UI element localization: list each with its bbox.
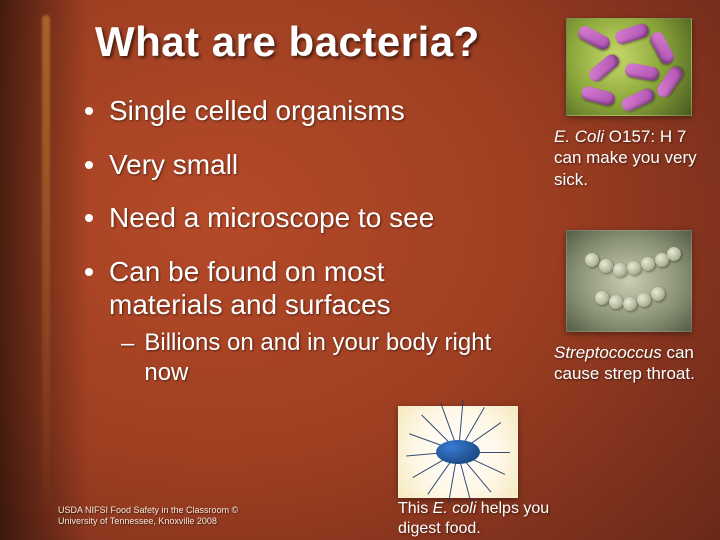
bullet-item: Very small	[85, 148, 495, 182]
dash-icon: –	[121, 330, 134, 358]
caption-ecoli-single: This E. coli helps you digest food.	[398, 499, 578, 539]
caption-italic: E. Coli	[554, 127, 604, 146]
bullet-dot-icon	[85, 214, 93, 222]
bullet-item: Single celled organisms	[85, 94, 495, 128]
caption-italic: E. coli	[433, 500, 477, 517]
bacterium-cell-icon	[436, 440, 480, 464]
bullet-dot-icon	[85, 161, 93, 169]
caption-text: This	[398, 500, 433, 517]
left-decorative-strip	[0, 0, 90, 540]
copyright-line: University of Tennessee, Knoxville 2008	[58, 516, 238, 528]
bullet-item: Can be found on most materials and surfa…	[85, 255, 495, 322]
caption-ecoli-sem: E. Coli O157: H 7 can make you very sick…	[554, 126, 704, 190]
bullet-dot-icon	[85, 107, 93, 115]
bullet-dot-icon	[85, 268, 93, 276]
bullet-text: Single celled organisms	[109, 94, 405, 128]
sub-bullet-text: Billions on and in your body right now	[144, 328, 495, 388]
caption-streptococcus: Streptococcus can cause strep throat.	[554, 342, 704, 385]
image-streptococcus	[566, 230, 692, 332]
bullet-item: Need a microscope to see	[85, 201, 495, 235]
bullet-text: Very small	[109, 148, 238, 182]
image-ecoli-single	[398, 406, 518, 498]
copyright-line: USDA NIFSI Food Safety in the Classroom …	[58, 505, 238, 517]
bullet-text: Need a microscope to see	[109, 201, 434, 235]
image-ecoli-sem	[566, 18, 692, 116]
copyright-block: USDA NIFSI Food Safety in the Classroom …	[58, 505, 238, 528]
slide-title: What are bacteria?	[95, 18, 480, 66]
caption-italic: Streptococcus	[554, 343, 662, 362]
sub-bullet-item: – Billions on and in your body right now	[121, 328, 495, 388]
bullet-list: Single celled organisms Very small Need …	[85, 94, 495, 388]
bullet-text: Can be found on most materials and surfa…	[109, 255, 495, 322]
